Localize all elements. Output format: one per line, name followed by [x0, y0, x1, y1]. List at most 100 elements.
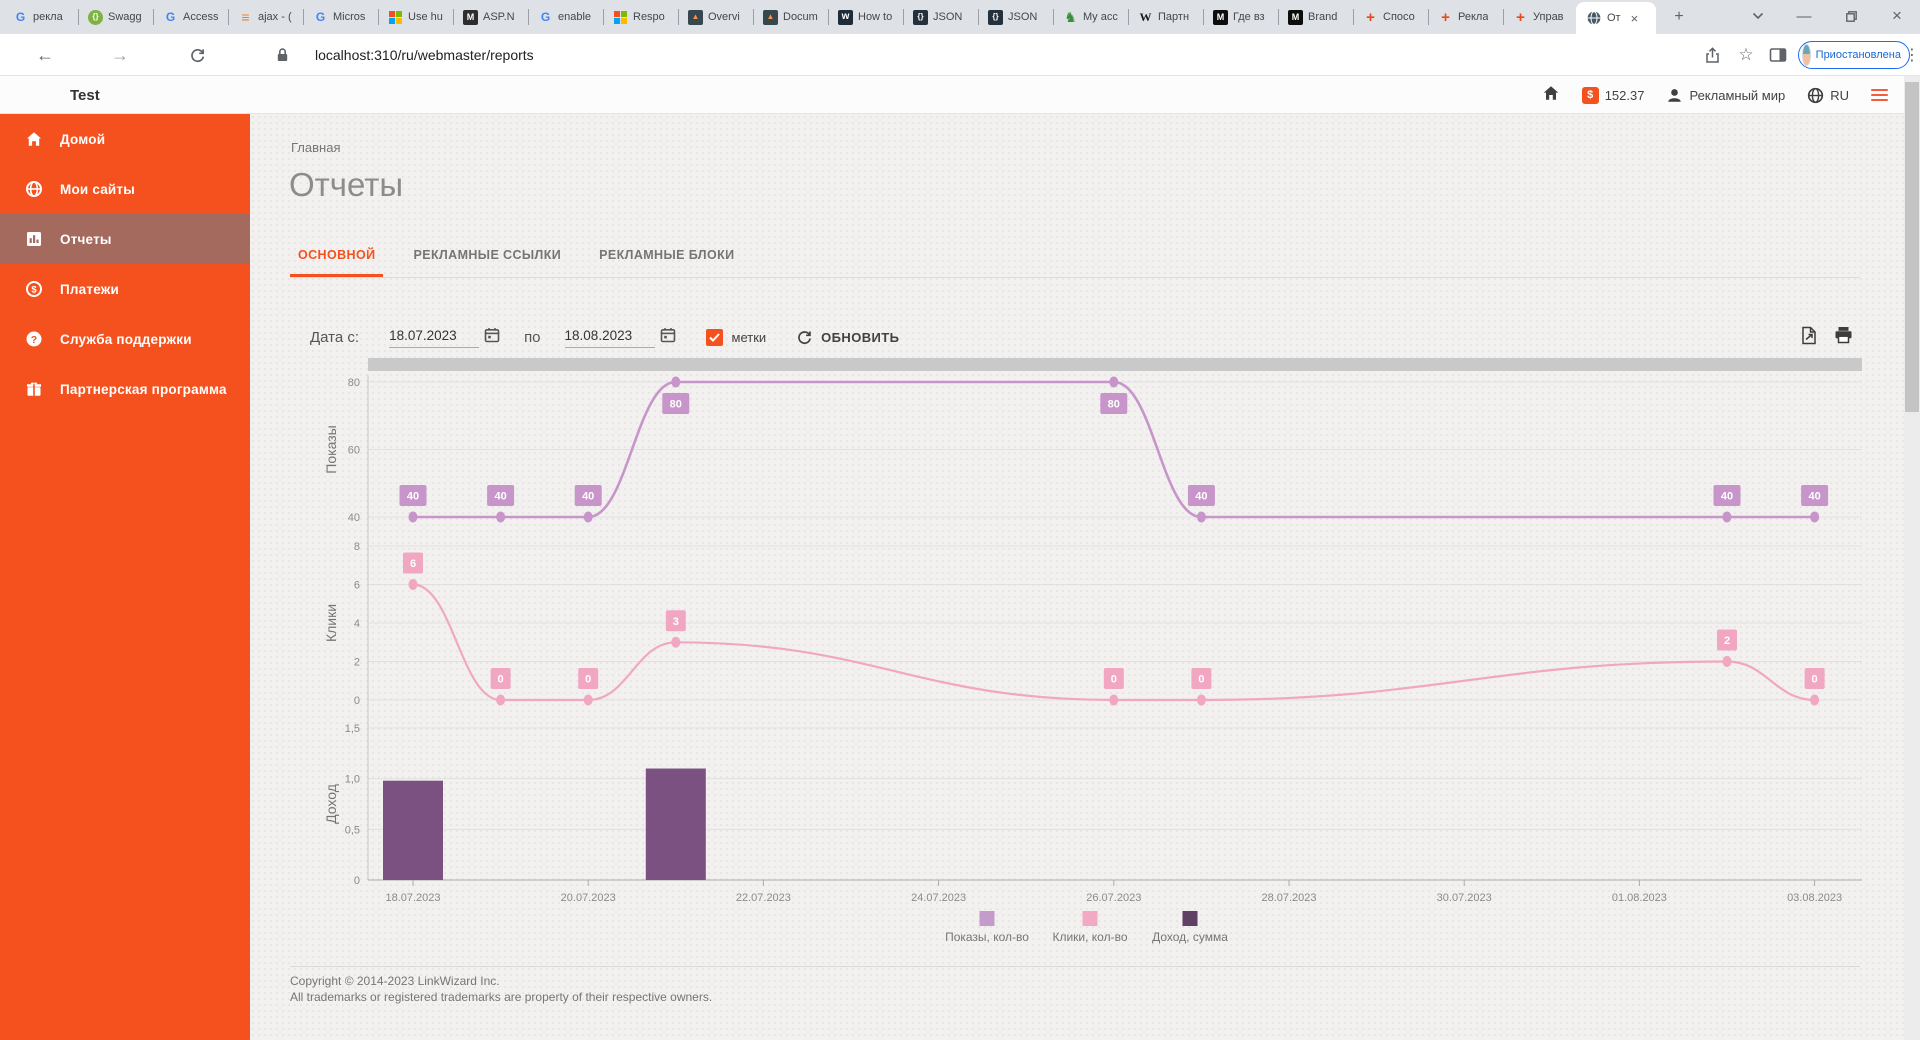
- browser-tab[interactable]: G Access: [154, 0, 229, 34]
- forward-icon[interactable]: →: [111, 44, 129, 65]
- browser-tab[interactable]: {} JSON: [904, 0, 979, 34]
- legend-swatch[interactable]: [1082, 911, 1098, 926]
- share-icon[interactable]: [1698, 34, 1726, 76]
- user-widget[interactable]: Рекламный мир: [1666, 87, 1785, 104]
- data-point[interactable]: [1722, 511, 1732, 523]
- browser-profile-badge[interactable]: Приостановлена: [1798, 41, 1910, 69]
- data-point[interactable]: [583, 694, 593, 706]
- legend-label[interactable]: Показы, кол-во: [945, 930, 1029, 944]
- x-tick-label: 28.07.2023: [1261, 892, 1316, 904]
- browser-tab[interactable]: G Micros: [304, 0, 379, 34]
- data-point[interactable]: [496, 511, 506, 523]
- legend-label[interactable]: Клики, кол-во: [1052, 930, 1127, 944]
- browser-tab[interactable]: {} JSON: [979, 0, 1054, 34]
- tab-title: Overvi: [708, 11, 740, 23]
- browser-tab[interactable]: + Управ: [1504, 0, 1579, 34]
- data-point[interactable]: [1109, 376, 1119, 388]
- value-badge: [1713, 485, 1741, 506]
- browser-tab[interactable]: ≡ ajax - (: [229, 0, 304, 34]
- date-from-input[interactable]: [389, 326, 480, 348]
- x-tick-label: 26.07.2023: [1086, 892, 1141, 904]
- data-point[interactable]: [408, 511, 418, 523]
- data-point[interactable]: [583, 511, 593, 523]
- data-point[interactable]: [1722, 656, 1732, 667]
- browser-tab[interactable]: ♞ My acc: [1054, 0, 1129, 34]
- url-text[interactable]: localhost:310/ru/webmaster/reports: [315, 47, 534, 63]
- browser-active-tab[interactable]: От ×: [1576, 2, 1656, 34]
- export-icon[interactable]: [1800, 326, 1818, 350]
- x-tick-label: 03.08.2023: [1787, 892, 1842, 904]
- data-point[interactable]: [1196, 694, 1206, 706]
- data-point[interactable]: [1810, 511, 1820, 523]
- browser-tab[interactable]: + Спосо: [1354, 0, 1429, 34]
- new-tab-button[interactable]: +: [1674, 8, 1684, 25]
- calendar-icon[interactable]: [484, 327, 500, 348]
- income-bar[interactable]: [383, 780, 443, 880]
- report-tab[interactable]: РЕКЛАМНЫЕ ССЫЛКИ: [413, 248, 562, 262]
- tab-title: My acc: [1083, 11, 1118, 23]
- axis-title: Клики: [323, 604, 339, 642]
- report-tab[interactable]: РЕКЛАМНЫЕ БЛОКИ: [599, 248, 735, 262]
- legend-swatch[interactable]: [1182, 911, 1198, 926]
- balance-widget[interactable]: $ 152.37: [1581, 86, 1644, 104]
- restore-window-icon[interactable]: [1831, 0, 1871, 32]
- tab-title: Спосо: [1383, 11, 1415, 23]
- home-icon[interactable]: [1542, 84, 1560, 107]
- profile-status: Приостановлена: [1815, 49, 1901, 61]
- close-tab-icon[interactable]: ×: [1630, 10, 1639, 26]
- site-brand[interactable]: Test: [70, 86, 100, 104]
- sidebar-item-reports[interactable]: Отчеты: [0, 214, 250, 264]
- lock-icon[interactable]: [268, 34, 296, 76]
- minimize-window-icon[interactable]: —: [1796, 7, 1812, 25]
- sidebar-item-globe[interactable]: Мои сайты: [0, 164, 250, 214]
- reload-icon[interactable]: [183, 34, 211, 76]
- browser-menu-kebab-icon[interactable]: ⋮: [1904, 47, 1920, 64]
- data-point[interactable]: [1196, 511, 1206, 523]
- page-scrollbar-thumb[interactable]: [1905, 82, 1919, 412]
- browser-tab[interactable]: Use hu: [379, 0, 454, 34]
- language-widget[interactable]: RU: [1807, 87, 1849, 104]
- browser-tab[interactable]: M Где вз: [1204, 0, 1279, 34]
- side-panel-icon[interactable]: [1764, 34, 1792, 76]
- menu-hamburger-icon[interactable]: [1871, 88, 1888, 102]
- bookmark-star-icon[interactable]: ☆: [1738, 45, 1754, 64]
- value-badge-text: 40: [582, 491, 594, 503]
- marks-checkbox[interactable]: [705, 328, 723, 346]
- chart-scrollbar[interactable]: [368, 358, 1862, 371]
- data-point[interactable]: [408, 579, 418, 590]
- tab-search-chevron-icon[interactable]: [1738, 0, 1778, 32]
- printer-icon[interactable]: [1834, 326, 1853, 350]
- sidebar-item-payments[interactable]: $ Платежи: [0, 264, 250, 314]
- data-point[interactable]: [1810, 694, 1820, 706]
- browser-tab[interactable]: ▲ Docum: [754, 0, 829, 34]
- close-window-icon[interactable]: ×: [1892, 6, 1902, 25]
- refresh-button[interactable]: ОБНОВИТЬ: [796, 329, 899, 346]
- browser-tab[interactable]: Respo: [604, 0, 679, 34]
- data-point[interactable]: [1109, 694, 1119, 706]
- data-point[interactable]: [671, 636, 681, 648]
- sidebar-item-home[interactable]: Домой: [0, 114, 250, 164]
- browser-tab[interactable]: w How to: [829, 0, 904, 34]
- browser-tab[interactable]: M Brand: [1279, 0, 1354, 34]
- breadcrumb[interactable]: Главная: [291, 140, 341, 155]
- browser-tab[interactable]: M ASP.N: [454, 0, 529, 34]
- sidebar-item-partner[interactable]: Партнерская программа: [0, 364, 250, 414]
- income-bar[interactable]: [645, 768, 706, 880]
- browser-tab[interactable]: {} Swagg: [79, 0, 154, 34]
- browser-tab[interactable]: + Рекла: [1429, 0, 1504, 34]
- sidebar-item-support[interactable]: ? Служба поддержки: [0, 314, 250, 364]
- calendar-icon[interactable]: [660, 327, 676, 348]
- data-point[interactable]: [671, 376, 681, 388]
- browser-tab[interactable]: W Партн: [1129, 0, 1204, 34]
- marks-label[interactable]: метки: [731, 329, 767, 345]
- browser-tab[interactable]: ▲ Overvi: [679, 0, 754, 34]
- y-tick-label: 1,0: [345, 774, 360, 786]
- date-to-input[interactable]: [564, 326, 655, 348]
- report-tab[interactable]: ОСНОВНОЙ: [290, 244, 384, 277]
- legend-swatch[interactable]: [979, 911, 995, 926]
- legend-label[interactable]: Доход, сумма: [1152, 930, 1228, 944]
- data-point[interactable]: [496, 694, 506, 706]
- back-icon[interactable]: ←: [36, 44, 54, 65]
